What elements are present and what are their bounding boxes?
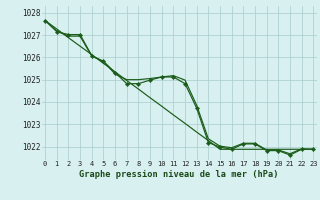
X-axis label: Graphe pression niveau de la mer (hPa): Graphe pression niveau de la mer (hPa) <box>79 170 279 179</box>
